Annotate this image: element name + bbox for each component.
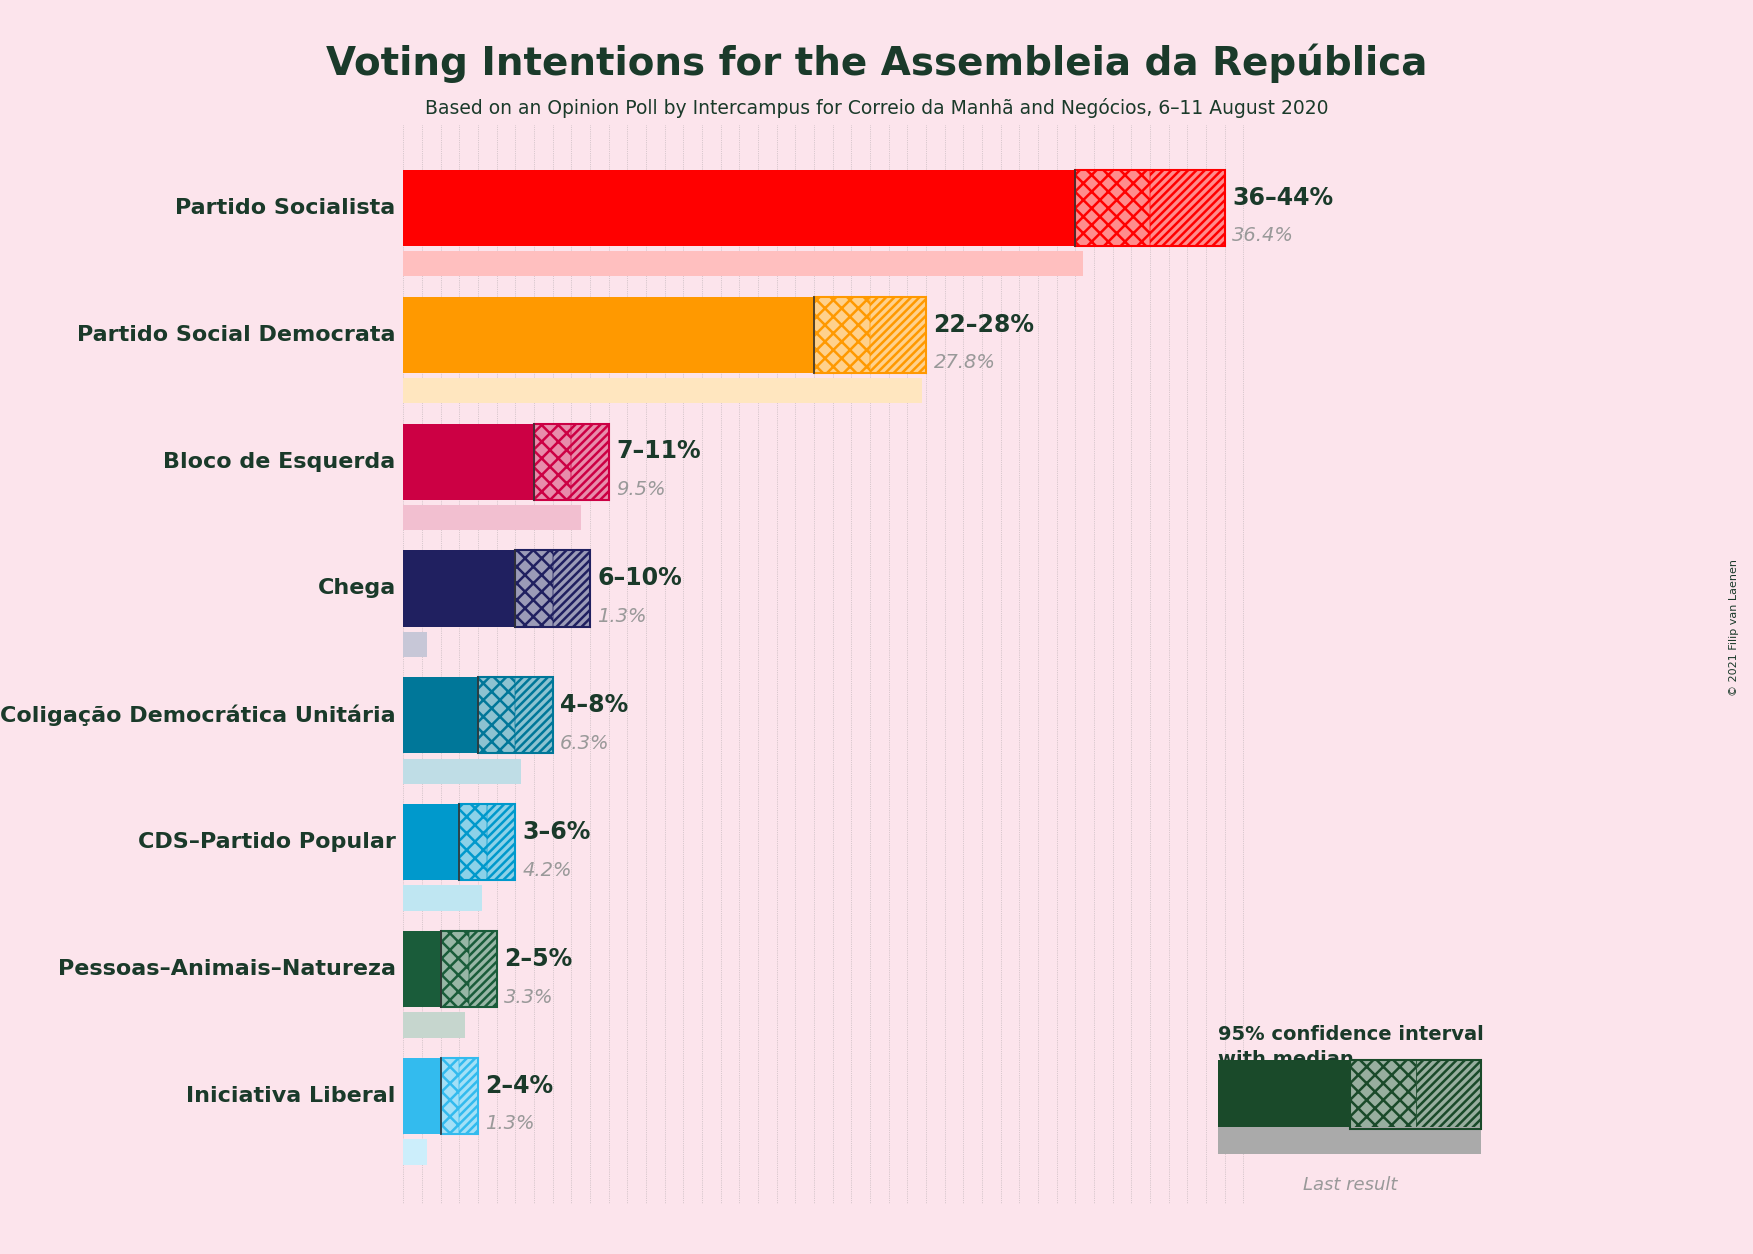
Bar bbox=[1150, 169, 1225, 246]
Bar bbox=[403, 297, 813, 372]
Text: with median: with median bbox=[1218, 1050, 1353, 1070]
Bar bbox=[468, 930, 496, 1007]
Text: 7–11%: 7–11% bbox=[615, 439, 701, 464]
Text: 1.3%: 1.3% bbox=[598, 607, 647, 626]
Text: 36.4%: 36.4% bbox=[1232, 226, 1294, 246]
Text: Bloco de Esquerda: Bloco de Esquerda bbox=[163, 451, 396, 472]
Text: Voting Intentions for the Assembleia da República: Voting Intentions for the Assembleia da … bbox=[326, 44, 1427, 83]
Bar bbox=[403, 930, 440, 1007]
Bar bbox=[552, 551, 591, 627]
Text: 1.3%: 1.3% bbox=[486, 1115, 535, 1134]
Text: 95% confidence interval: 95% confidence interval bbox=[1218, 1025, 1485, 1045]
Bar bbox=[535, 424, 571, 499]
Bar bbox=[403, 804, 459, 880]
Bar bbox=[459, 1058, 479, 1134]
Bar bbox=[403, 1012, 465, 1037]
Text: 6.3%: 6.3% bbox=[559, 734, 610, 752]
Bar bbox=[403, 1139, 428, 1165]
Text: Iniciativa Liberal: Iniciativa Liberal bbox=[186, 1086, 396, 1106]
Bar bbox=[440, 930, 468, 1007]
Bar bbox=[403, 551, 515, 627]
Text: CDS–Partido Popular: CDS–Partido Popular bbox=[138, 833, 396, 853]
Bar bbox=[440, 1058, 479, 1134]
Text: Last result: Last result bbox=[1302, 1176, 1397, 1194]
Bar bbox=[459, 804, 515, 880]
Bar bbox=[403, 632, 428, 657]
Text: Coligação Democrática Unitária: Coligação Democrática Unitária bbox=[0, 705, 396, 726]
Text: 4–8%: 4–8% bbox=[559, 693, 628, 717]
Text: 9.5%: 9.5% bbox=[615, 480, 666, 499]
Bar bbox=[487, 804, 515, 880]
Text: 4.2%: 4.2% bbox=[522, 860, 571, 879]
Bar bbox=[403, 251, 1083, 276]
Text: 3.3%: 3.3% bbox=[505, 988, 554, 1007]
Bar bbox=[515, 551, 591, 627]
Text: Pessoas–Animais–Natureza: Pessoas–Animais–Natureza bbox=[58, 959, 396, 979]
Bar bbox=[403, 1058, 440, 1134]
Bar bbox=[403, 424, 535, 499]
Bar bbox=[571, 424, 608, 499]
Text: © 2021 Filip van Laenen: © 2021 Filip van Laenen bbox=[1728, 558, 1739, 696]
Text: Chega: Chega bbox=[317, 578, 396, 598]
Bar bbox=[440, 930, 496, 1007]
Text: 2–4%: 2–4% bbox=[486, 1073, 554, 1097]
Text: Partido Social Democrata: Partido Social Democrata bbox=[77, 325, 396, 345]
Bar bbox=[403, 169, 1075, 246]
Bar bbox=[403, 677, 479, 754]
Text: Partido Socialista: Partido Socialista bbox=[175, 198, 396, 218]
Text: 2–5%: 2–5% bbox=[505, 947, 571, 971]
Bar bbox=[403, 505, 580, 530]
Bar bbox=[813, 297, 926, 372]
Text: 27.8%: 27.8% bbox=[934, 354, 996, 372]
Bar bbox=[479, 677, 552, 754]
Bar bbox=[479, 677, 515, 754]
Text: Based on an Opinion Poll by Intercampus for Correio da Manhã and Negócios, 6–11 : Based on an Opinion Poll by Intercampus … bbox=[424, 98, 1329, 118]
Text: 3–6%: 3–6% bbox=[522, 820, 591, 844]
Text: 36–44%: 36–44% bbox=[1232, 186, 1334, 209]
Text: 22–28%: 22–28% bbox=[934, 312, 1034, 336]
Bar bbox=[813, 297, 869, 372]
Bar bbox=[459, 804, 487, 880]
Bar bbox=[869, 297, 926, 372]
Bar bbox=[403, 377, 922, 404]
Bar bbox=[1075, 169, 1150, 246]
Bar bbox=[440, 1058, 459, 1134]
Bar bbox=[403, 759, 521, 784]
Bar bbox=[403, 885, 482, 910]
Bar bbox=[535, 424, 608, 499]
Text: 6–10%: 6–10% bbox=[598, 567, 682, 591]
Bar bbox=[515, 551, 552, 627]
Bar bbox=[515, 677, 552, 754]
Bar bbox=[1075, 169, 1225, 246]
